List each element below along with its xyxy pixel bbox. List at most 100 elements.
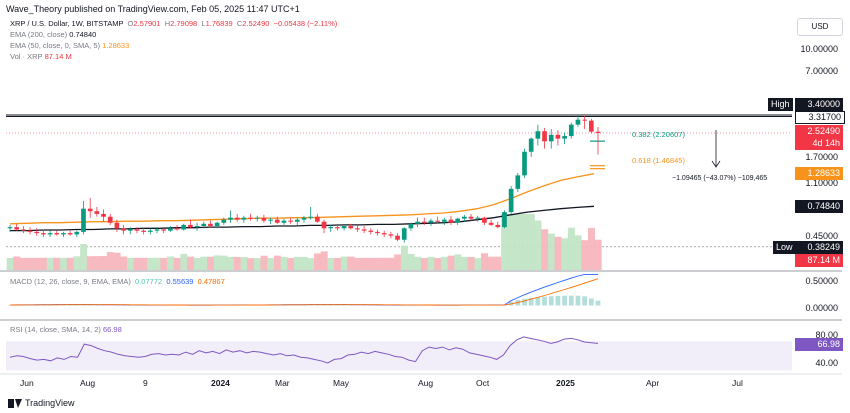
candle-body <box>588 120 594 132</box>
macd-hist-bar <box>341 304 347 306</box>
macd-hist-bar <box>522 298 527 306</box>
candle-body <box>87 208 93 212</box>
candle-body <box>127 229 133 231</box>
legend-low: 1.76839 <box>205 19 233 28</box>
candle-body <box>208 223 213 227</box>
x-tick: May <box>333 378 350 388</box>
legend-ema200-label: EMA (200, close) <box>10 30 68 39</box>
candle-body <box>254 217 260 219</box>
volume-tag: 87.14 M <box>795 254 843 267</box>
candle-body <box>248 217 253 219</box>
candle-body <box>488 222 494 225</box>
volume-bar <box>334 257 342 270</box>
volume-bar <box>347 256 355 270</box>
high-value-tag: 3.40000 <box>795 98 843 111</box>
volume-bar <box>173 257 181 270</box>
macd-hist-bar <box>375 305 380 306</box>
legend-vol-value: 87.14 M <box>44 52 72 61</box>
legend-macd-signal: 0.47867 <box>197 277 225 286</box>
candle-body <box>81 208 86 232</box>
macd-hist-bar <box>114 305 120 306</box>
volume-bar <box>320 251 328 270</box>
candle-body <box>21 229 26 231</box>
candle-body <box>441 219 447 222</box>
macd-hist-bar <box>101 305 106 306</box>
volume-bar <box>86 256 94 270</box>
candle-body <box>535 131 541 139</box>
legend-rsi-row: RSI (14, close, SMA, 14, 2) 66.98 <box>10 325 122 335</box>
rsi-tick: 80.00 <box>815 330 838 340</box>
legend-high: 2.79098 <box>170 19 198 28</box>
volume-bar <box>293 256 301 270</box>
volume-bar <box>100 255 108 270</box>
x-tick: Jul <box>732 378 743 388</box>
price-tick: 7.00000 <box>805 66 838 76</box>
volume-bar <box>26 257 34 270</box>
macd-hist-bar <box>575 295 581 306</box>
candle-body <box>101 213 106 217</box>
macd-hist-bar <box>107 305 113 306</box>
candle-body <box>321 221 327 229</box>
legend-ema50-value: 1.28633 <box>102 41 130 50</box>
x-tick: Apr <box>646 378 660 388</box>
candle-body <box>41 233 46 235</box>
candle-body <box>288 220 293 222</box>
candle-body <box>74 231 80 235</box>
candle-body <box>361 229 367 231</box>
volume-bar <box>207 256 215 270</box>
macd-hist-bar <box>588 298 594 306</box>
candle-body <box>542 131 547 142</box>
volume-bar <box>574 235 582 270</box>
legend-c-label: C <box>236 19 243 28</box>
tradingview-brand[interactable]: TradingView <box>8 398 75 408</box>
macd-hist-bar <box>74 304 80 306</box>
macd-hist-bar <box>355 305 360 306</box>
volume-bar <box>527 214 535 270</box>
volume-bar <box>160 257 168 270</box>
volume-bar <box>46 257 54 270</box>
candle-body <box>141 230 146 232</box>
brand-label: TradingView <box>25 398 75 408</box>
candle-body <box>568 124 574 137</box>
candle-body <box>147 230 153 232</box>
candle-body <box>134 229 140 231</box>
macd-hist-bar <box>81 304 86 306</box>
volume-bar <box>400 245 408 270</box>
volume-bar <box>587 228 595 270</box>
candle-body <box>214 222 220 227</box>
candle-body <box>408 223 414 229</box>
volume-bar <box>106 252 114 270</box>
volume-bar <box>153 257 161 270</box>
volume-bar <box>247 258 255 270</box>
legend-rsi-label: RSI (14, close, SMA, 14, 2) <box>10 325 101 334</box>
price-tick: 1.70000 <box>805 152 838 162</box>
legend-l-label: L <box>201 19 206 28</box>
x-tick: Aug <box>418 378 434 388</box>
legend-ema50-label: EMA (50, close, 0, SMA, 5) <box>10 41 101 50</box>
candle-body <box>94 211 100 214</box>
candle-body <box>448 219 454 223</box>
x-tick: 9 <box>143 378 148 388</box>
volume-bar <box>126 257 134 270</box>
volume-bar <box>474 258 482 270</box>
candle-body <box>315 216 320 222</box>
volume-bar <box>340 256 348 270</box>
candle-body <box>428 220 434 223</box>
ema50-tag: 1.28633 <box>795 167 843 180</box>
volume-bar <box>554 236 562 270</box>
legend-change: −0.05438 (−2.11%) <box>273 19 338 28</box>
currency-selector[interactable]: USD <box>797 18 843 36</box>
volume-bar <box>581 240 589 270</box>
volume-bar <box>193 257 201 270</box>
macd-hist-bar <box>528 297 534 306</box>
volume-bar <box>213 255 221 270</box>
volume-bar <box>227 256 235 270</box>
candle-body <box>368 230 374 232</box>
volume-bar <box>327 257 335 270</box>
candle-body <box>575 119 581 125</box>
candle-body <box>228 217 233 220</box>
legend-ema200-value: 0.74840 <box>69 30 97 39</box>
fib-382-label: 0.382 (2.20607) <box>632 130 685 139</box>
candle-body <box>281 220 287 223</box>
